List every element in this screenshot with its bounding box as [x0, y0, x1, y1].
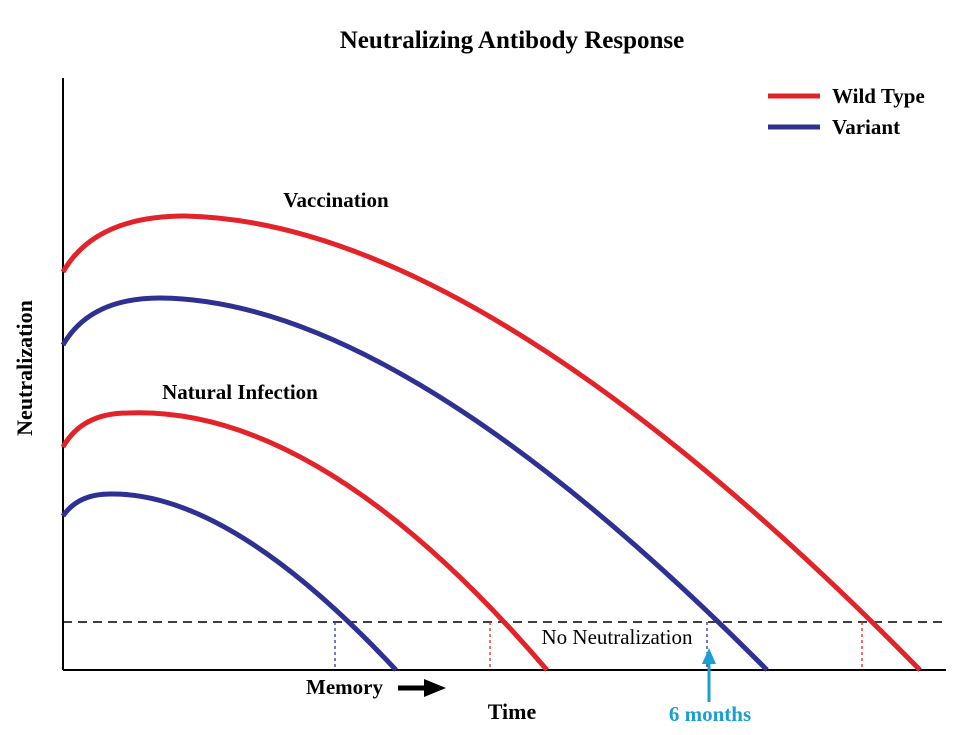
six-months-label: 6 months: [669, 702, 751, 726]
diagram-title: Neutralizing Antibody Response: [340, 27, 684, 54]
vaccination-variant-curve: [60, 295, 769, 672]
legend: Wild Type Variant: [768, 84, 925, 139]
legend-label-wild-type: Wild Type: [832, 84, 925, 108]
x-axis-label: Time: [488, 699, 537, 724]
legend-label-variant: Variant: [832, 115, 900, 139]
natural-infection-wild-type-curve: [60, 410, 549, 672]
y-axis-label: Neutralization: [12, 300, 37, 436]
right-arrow-icon: [398, 679, 446, 697]
natural-infection-label: Natural Infection: [162, 380, 318, 404]
threshold-label: No Neutralization: [541, 625, 693, 649]
memory-label: Memory: [306, 675, 383, 699]
vaccination-label: Vaccination: [283, 188, 389, 212]
vaccination-wild-type-curve: [60, 213, 922, 672]
up-arrow-icon: [702, 648, 716, 702]
natural-infection-variant-curve: [60, 491, 398, 672]
